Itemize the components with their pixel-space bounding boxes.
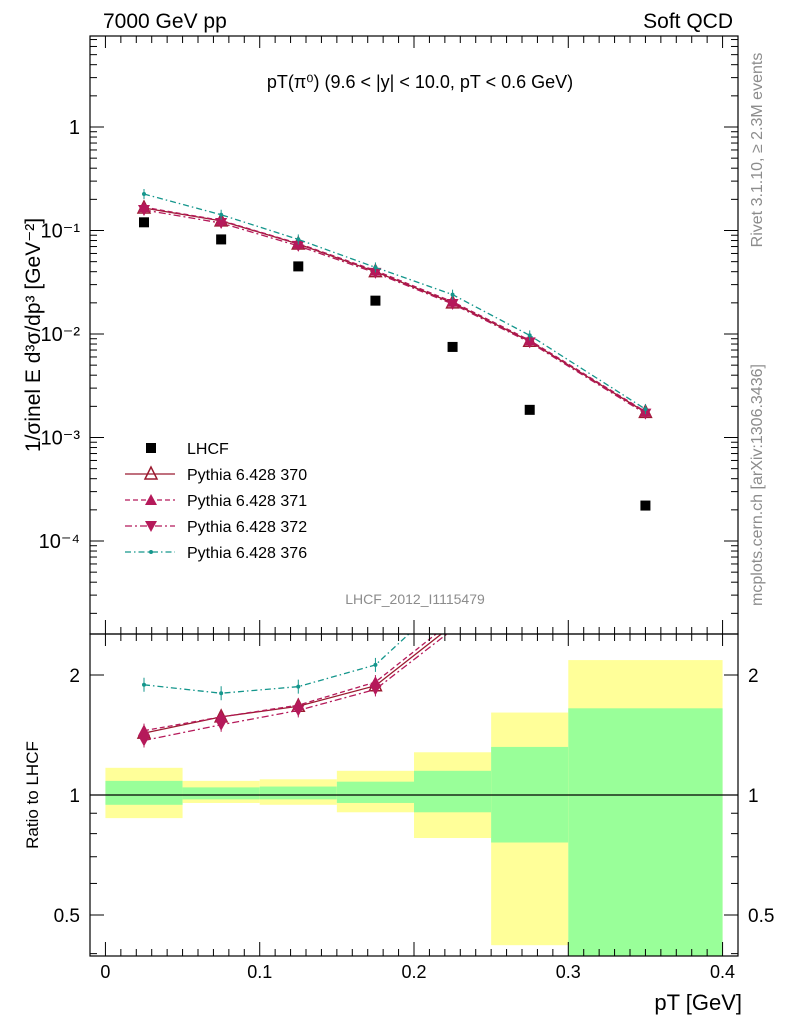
ratio-point-2	[292, 705, 305, 717]
main-ylabel: 1/σinel E d³σ/dp³ [GeV⁻²]	[22, 218, 45, 452]
ratio-line-3	[143, 634, 410, 694]
ratio-ylabel: Ratio to LHCF	[23, 741, 42, 849]
ratio-y-tick-label: 1	[69, 786, 80, 807]
main-title: pT(π⁰) (9.6 < |y| < 10.0, pT < 0.6 GeV)	[267, 72, 573, 92]
data-point-3	[138, 204, 150, 216]
data-point-4	[643, 407, 648, 412]
main-marks	[136, 189, 653, 511]
header-left: 7000 GeV pp	[103, 10, 227, 33]
ratio-clipped	[136, 634, 448, 748]
data-point-4	[373, 265, 378, 270]
legend-label-0: LHCF	[187, 441, 229, 458]
data-point-3	[446, 298, 459, 310]
ratio-y-tick-label: 2	[69, 666, 80, 687]
main-axes: 1 10⁻¹ 10⁻² 10⁻³ 10⁻⁴	[39, 36, 738, 634]
x-tick-label: 0.1	[247, 962, 272, 982]
ratio-y-tick-label: 0.5	[54, 906, 80, 927]
ratio-point-2	[369, 684, 382, 696]
data-point-4	[450, 292, 455, 297]
legend-marker-1	[143, 465, 159, 480]
legend-label-3: Pythia 6.428 372	[187, 519, 307, 536]
data-point-4	[219, 212, 224, 217]
legend-marker-2	[145, 494, 157, 505]
ratio-panel: 0 0.1 0.2 0.3 0.4 0.5 0.5 1 1 2 2 Ratio to LHCF pT…	[23, 633, 774, 1015]
ratio-green-band	[259, 786, 337, 800]
y-tick-label: 10⁻³	[41, 428, 81, 450]
data-point-0	[216, 234, 227, 245]
data-point-3	[369, 267, 382, 279]
ratio-bands	[105, 660, 723, 956]
ratio-green-band	[568, 708, 723, 956]
ratio-green-band	[414, 770, 492, 813]
ratio-point-2	[215, 719, 228, 731]
x-tick-label: 0.2	[401, 962, 426, 982]
ratio-point-3	[296, 684, 301, 689]
data-point-3	[292, 240, 305, 252]
data-point-0	[447, 341, 458, 352]
mcplots-label: mcplots.cern.ch [arXiv:1306.3436]	[749, 364, 766, 606]
ratio-point-1	[138, 724, 150, 736]
legend-marker-3	[145, 521, 157, 532]
ratio-marks	[136, 634, 448, 748]
x-tick-label: 0.3	[556, 962, 581, 982]
data-point-4	[527, 333, 532, 338]
ratio-y-tick-label-right: 2	[748, 666, 759, 687]
data-point-3	[639, 408, 652, 420]
ratio-point-1	[369, 676, 382, 688]
main-panel: 1 10⁻¹ 10⁻² 10⁻³ 10⁻⁴ pT(π⁰) (9.6 < |y| < 10…	[22, 35, 739, 635]
ratio-y-tick-label-right: 0.5	[748, 906, 774, 927]
legend-label-2: Pythia 6.428 371	[187, 493, 307, 510]
ratio-point-3	[142, 682, 146, 687]
y-tick-label: 10⁻¹	[41, 221, 81, 243]
legend: LHCF Pythia 6.428 370 Pythia 6.428 371 Pyth…	[125, 441, 307, 562]
ratio-axes: 0 0.1 0.2 0.3 0.4 0.5 0.5 1 1 2 2	[54, 634, 774, 982]
x-tick-label: 0.4	[710, 962, 735, 982]
header-right: Soft QCD	[643, 10, 733, 33]
legend-label-4: Pythia 6.428 376	[187, 545, 307, 562]
y-tick-label: 10⁻²	[41, 324, 81, 346]
data-point-0	[293, 261, 304, 272]
ratio-point-3	[219, 691, 224, 696]
data-point-4	[142, 192, 146, 197]
data-point-0	[139, 217, 149, 228]
data-point-0	[370, 295, 381, 306]
x-tick-label: 0	[100, 962, 110, 982]
y-tick-label: 1	[69, 117, 80, 139]
ratio-y-tick-label-right: 1	[748, 786, 759, 807]
data-point-0	[524, 404, 535, 415]
data-point-3	[215, 218, 228, 230]
ratio-green-band	[336, 781, 414, 803]
x-axis-label: pT [GeV]	[654, 990, 742, 1015]
y-tick-label: 10⁻⁴	[39, 531, 80, 553]
watermark: LHCF_2012_I1115479	[345, 591, 485, 607]
legend-marker-4	[149, 550, 153, 554]
data-point-3	[523, 337, 536, 349]
ratio-point-2	[138, 735, 150, 747]
ratio-point-1	[215, 710, 228, 722]
data-point-0	[640, 500, 651, 511]
ratio-green-band	[182, 787, 260, 800]
ratio-point-3	[373, 662, 378, 667]
ratio-green-band	[105, 780, 183, 805]
rivet-label: Rivet 3.1.10, ≥ 2.3M events	[749, 53, 766, 248]
legend-label-1: Pythia 6.428 370	[187, 467, 307, 484]
legend-marker-0	[146, 443, 156, 453]
data-point-4	[296, 237, 301, 242]
